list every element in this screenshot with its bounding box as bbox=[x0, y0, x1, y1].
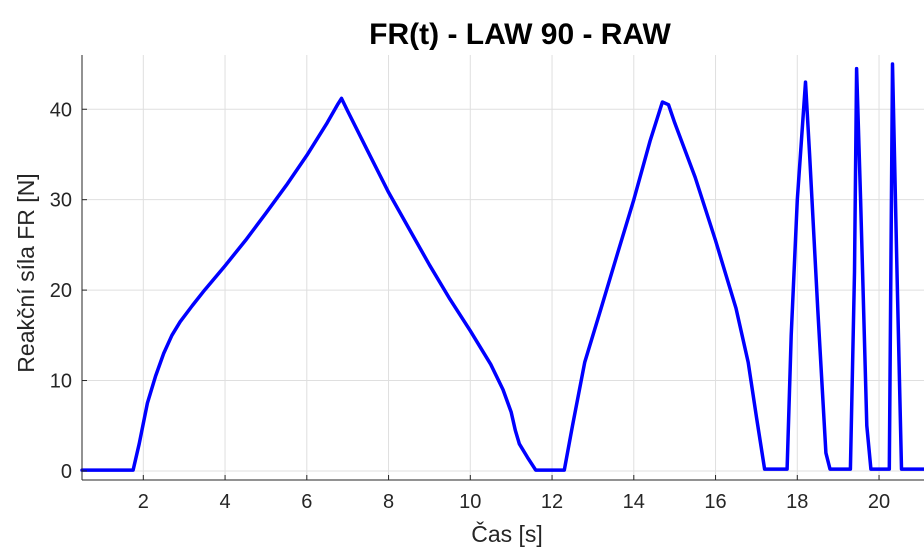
y-tick-label-4: 40 bbox=[50, 99, 72, 121]
axes-layer bbox=[81, 55, 924, 481]
x-tick-label-7: 16 bbox=[704, 491, 726, 513]
x-axis-label: Čas [s] bbox=[471, 520, 543, 547]
x-tick-label-8: 18 bbox=[786, 491, 808, 513]
y-tick-label-1: 10 bbox=[50, 371, 72, 393]
x-tick-label-9: 20 bbox=[868, 491, 890, 513]
chart-title: FR(t) - LAW 90 - RAW bbox=[369, 18, 671, 51]
grid-horizontal bbox=[82, 108, 924, 472]
x-tick-label-3: 8 bbox=[383, 491, 394, 513]
x-tick-label-0: 2 bbox=[138, 491, 149, 513]
x-tick-label-6: 14 bbox=[623, 491, 645, 513]
y-axis-label: Reakční síla FR [N] bbox=[13, 173, 39, 372]
series-line-0 bbox=[80, 62, 924, 472]
x-tick-label-5: 12 bbox=[541, 491, 563, 513]
y-tick-label-0: 0 bbox=[61, 461, 72, 483]
x-tick-labels: 2 4 6 8 10 12 14 16 18 20 bbox=[138, 491, 890, 513]
y-tick-label-2: 20 bbox=[50, 280, 72, 302]
x-tick-label-2: 6 bbox=[301, 491, 312, 513]
y-tick-label-3: 30 bbox=[50, 190, 72, 212]
y-tick-labels: 0 10 20 30 40 bbox=[50, 99, 72, 483]
x-tick-label-4: 10 bbox=[459, 491, 481, 513]
x-tick-label-1: 4 bbox=[219, 491, 230, 513]
series-layer bbox=[80, 62, 924, 472]
